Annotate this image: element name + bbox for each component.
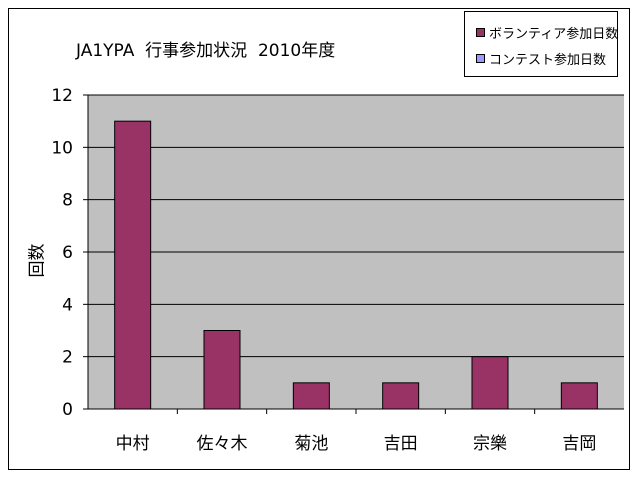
y-tick-label: 4 <box>62 295 73 315</box>
bar <box>471 356 509 410</box>
legend-swatch-contest <box>476 53 485 63</box>
y-tick-label: 2 <box>62 348 73 368</box>
legend-item-contest: コンテスト参加日数 <box>476 45 617 71</box>
y-tick-label: 0 <box>62 400 73 420</box>
y-tick-label: 10 <box>51 138 73 158</box>
x-tick-label: 宗樂 <box>473 434 507 454</box>
legend-label-volunteer: ボランティア参加日数 <box>489 26 619 42</box>
y-tick-label: 12 <box>51 86 73 106</box>
x-tick-label: 吉岡 <box>562 434 596 454</box>
bar <box>560 382 598 410</box>
y-tick-label: 8 <box>62 191 73 211</box>
bar <box>292 382 330 410</box>
chart-title: JA1YPA 行事参加状況 2010年度 <box>76 41 336 61</box>
legend-swatch-volunteer <box>476 27 485 37</box>
legend-item-volunteer: ボランティア参加日数 <box>476 19 619 45</box>
bar <box>382 382 420 410</box>
y-axis-label: 回数 <box>27 243 48 278</box>
y-tick-label: 6 <box>62 243 73 263</box>
bar <box>203 330 241 410</box>
x-tick-label: 吉田 <box>384 434 418 454</box>
bar <box>114 120 152 410</box>
x-tick-label: 菊池 <box>294 434 328 454</box>
x-tick-label: 佐々木 <box>197 434 248 454</box>
x-tick-label: 中村 <box>116 434 150 454</box>
legend: ボランティア参加日数 コンテスト参加日数 <box>464 11 618 77</box>
legend-label-contest: コンテスト参加日数 <box>489 52 607 68</box>
